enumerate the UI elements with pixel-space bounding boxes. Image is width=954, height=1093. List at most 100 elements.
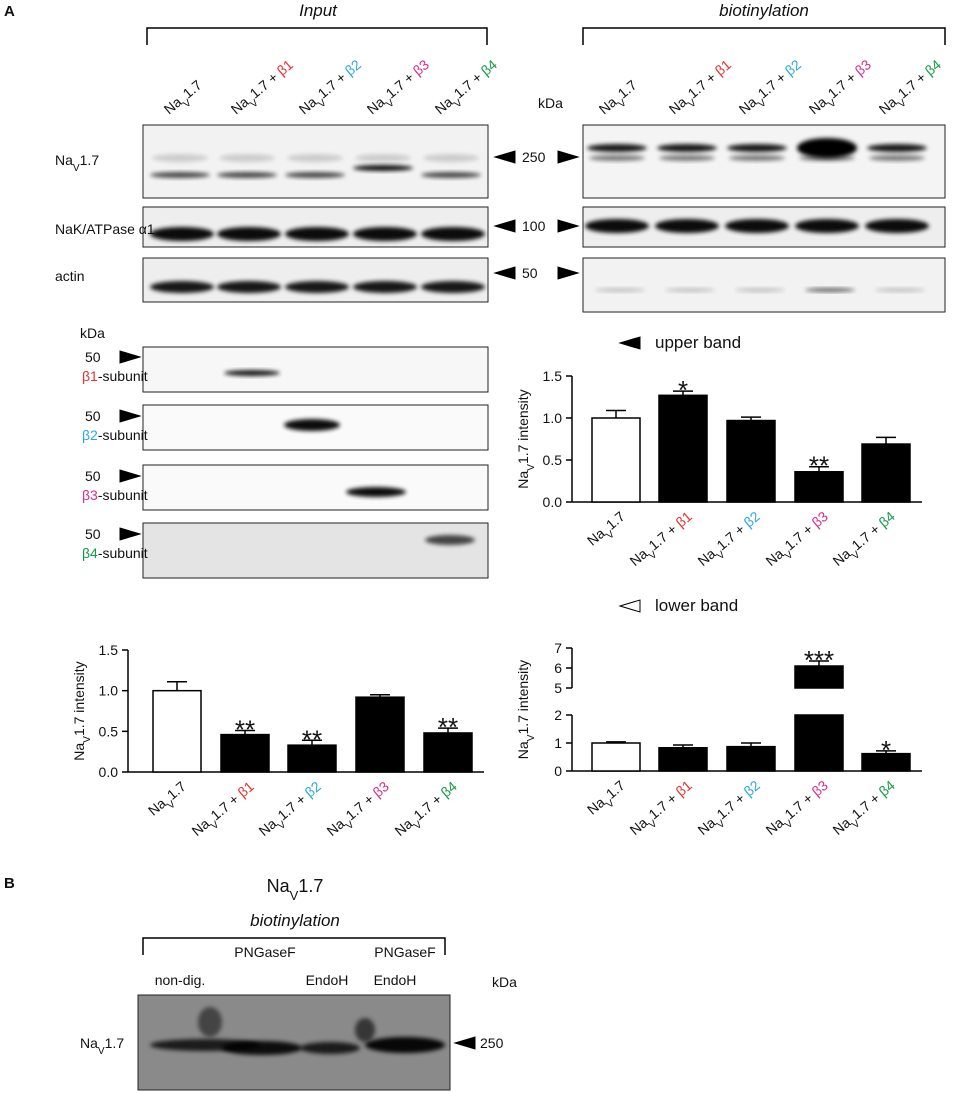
x-tick-label: NaV1.7 + β4: [391, 778, 463, 843]
lane-label: EndoH: [306, 972, 349, 988]
text-part: V: [73, 163, 80, 174]
x-tick-label: NaV1.7: [584, 508, 632, 553]
text-part: Na: [626, 545, 650, 569]
panel-label: A: [4, 3, 15, 20]
blot-band: [421, 227, 485, 241]
y-tick-label: 1: [554, 735, 562, 751]
blot-band: [217, 172, 277, 178]
blot-band: [285, 172, 345, 178]
group-title: Input: [299, 1, 338, 20]
bar: [287, 744, 337, 773]
text-part: V: [526, 464, 537, 471]
arrowhead: [557, 150, 580, 164]
lane-label: NaV1.7 + β2: [296, 56, 368, 121]
error-bar: [876, 750, 896, 754]
blot-band: [655, 219, 719, 233]
x-tick-label: NaV1.7 + β2: [255, 778, 327, 843]
error-bar: [167, 680, 187, 691]
arrowhead: [618, 336, 641, 350]
y-tick-label: 1.0: [99, 683, 119, 699]
y-tick-label: 5: [554, 680, 562, 696]
arrowhead: [557, 219, 580, 233]
lane-label: NaV1.7 + β4: [876, 56, 948, 121]
text-part: Na: [515, 741, 531, 759]
text-part: 1.7: [105, 1035, 125, 1051]
blot-band: [285, 227, 349, 241]
y-tick-label: 0.0: [99, 764, 119, 780]
significance: **: [809, 451, 829, 481]
significance: *: [881, 735, 891, 765]
blot-band: [217, 281, 281, 293]
lane-label: NaV1.7 + β2: [736, 56, 808, 121]
text-part: Na: [876, 93, 900, 117]
blot-band: [805, 288, 855, 292]
blot-band: [727, 144, 787, 152]
blot-band: [665, 288, 715, 292]
y-tick-label: 2: [554, 707, 562, 723]
y-axis-label: NaV1.7 intensity: [515, 660, 537, 759]
text-part: Na: [145, 795, 169, 819]
kda-marker: 250: [522, 149, 546, 165]
arrowhead: [119, 469, 142, 483]
blot: [142, 206, 489, 248]
blot-band: [285, 281, 349, 293]
blot-band: [287, 154, 343, 162]
panel-title: NaV1.7: [267, 876, 324, 903]
chart-title: upper band: [655, 333, 741, 352]
text-part: V: [290, 888, 299, 903]
blot-band: [421, 281, 485, 293]
y-tick-label: 0: [554, 763, 562, 779]
error-bar: [673, 744, 693, 748]
arrowhead: [493, 150, 516, 164]
text-part: Na: [626, 814, 650, 838]
x-tick-label: NaV1.7 + β1: [626, 508, 698, 573]
blot-band: [865, 219, 929, 233]
bar: [591, 742, 641, 772]
lane-label: NaV1.7 + β3: [364, 56, 436, 121]
blot-band: [421, 172, 481, 178]
text-part: β4: [82, 545, 98, 561]
bar: [658, 394, 708, 503]
text-part: 1.7: [180, 77, 205, 102]
text-part: 1.7: [603, 508, 628, 533]
blot-band: [799, 155, 855, 161]
blot-band: [353, 281, 417, 293]
blot: [142, 464, 489, 511]
text-part: -subunit: [98, 368, 148, 384]
text-part: Na: [829, 545, 853, 569]
text-part: V: [526, 734, 537, 741]
text-part: Na: [71, 743, 87, 761]
arrowhead: [453, 1036, 476, 1050]
text-part: V: [98, 1046, 105, 1057]
text-part: 1.7 intensity: [515, 389, 531, 464]
text-part: Na: [80, 1035, 98, 1051]
significance: ***: [804, 645, 834, 675]
bar: [591, 417, 641, 503]
blot-band: [300, 1042, 360, 1054]
text-part: Na: [584, 525, 608, 549]
error-bar: [302, 739, 322, 746]
bracket: [146, 27, 946, 45]
x-tick-label: NaV1.7 + β2: [694, 508, 766, 573]
blot-band: [795, 219, 859, 233]
x-tick-label: NaV1.7 + β1: [188, 778, 260, 843]
y-axis-label: NaV1.7 intensity: [71, 661, 93, 760]
y-tick-label: 1.5: [543, 368, 563, 384]
text-part: Na: [228, 93, 252, 117]
significance: **: [438, 712, 458, 742]
blot: [582, 257, 946, 313]
text-part: Na: [515, 471, 531, 489]
blot-band: [217, 227, 281, 241]
arrowhead: [493, 266, 516, 280]
x-tick-label: NaV1.7 + β3: [762, 508, 834, 573]
significance: *: [678, 375, 688, 405]
blot-band: [353, 227, 417, 241]
text-part: Na: [55, 152, 73, 168]
text-part: Na: [829, 814, 853, 838]
blot-band: [224, 370, 280, 376]
kda-marker: 50: [85, 349, 101, 365]
error-bar: [438, 727, 458, 733]
x-tick-label: NaV1.7 + β4: [829, 777, 901, 842]
significance: **: [302, 724, 322, 754]
text-part: Na: [296, 93, 320, 117]
